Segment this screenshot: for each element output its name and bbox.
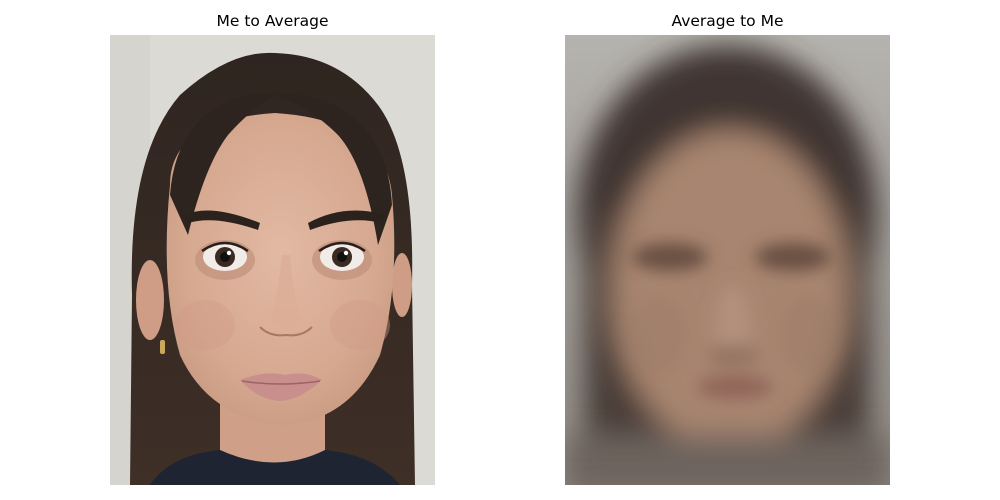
average-face-panel — [565, 35, 890, 485]
average-face — [565, 35, 890, 485]
face-photo-panel — [110, 35, 435, 485]
right-eyebrow — [308, 210, 385, 230]
panel-title-left: Me to Average — [216, 12, 329, 30]
left-eyebrow — [185, 210, 260, 230]
nose — [270, 255, 302, 329]
face-photo — [110, 35, 435, 485]
lips — [240, 373, 322, 401]
shirt — [150, 450, 400, 485]
panel-title-right: Average to Me — [671, 12, 784, 30]
